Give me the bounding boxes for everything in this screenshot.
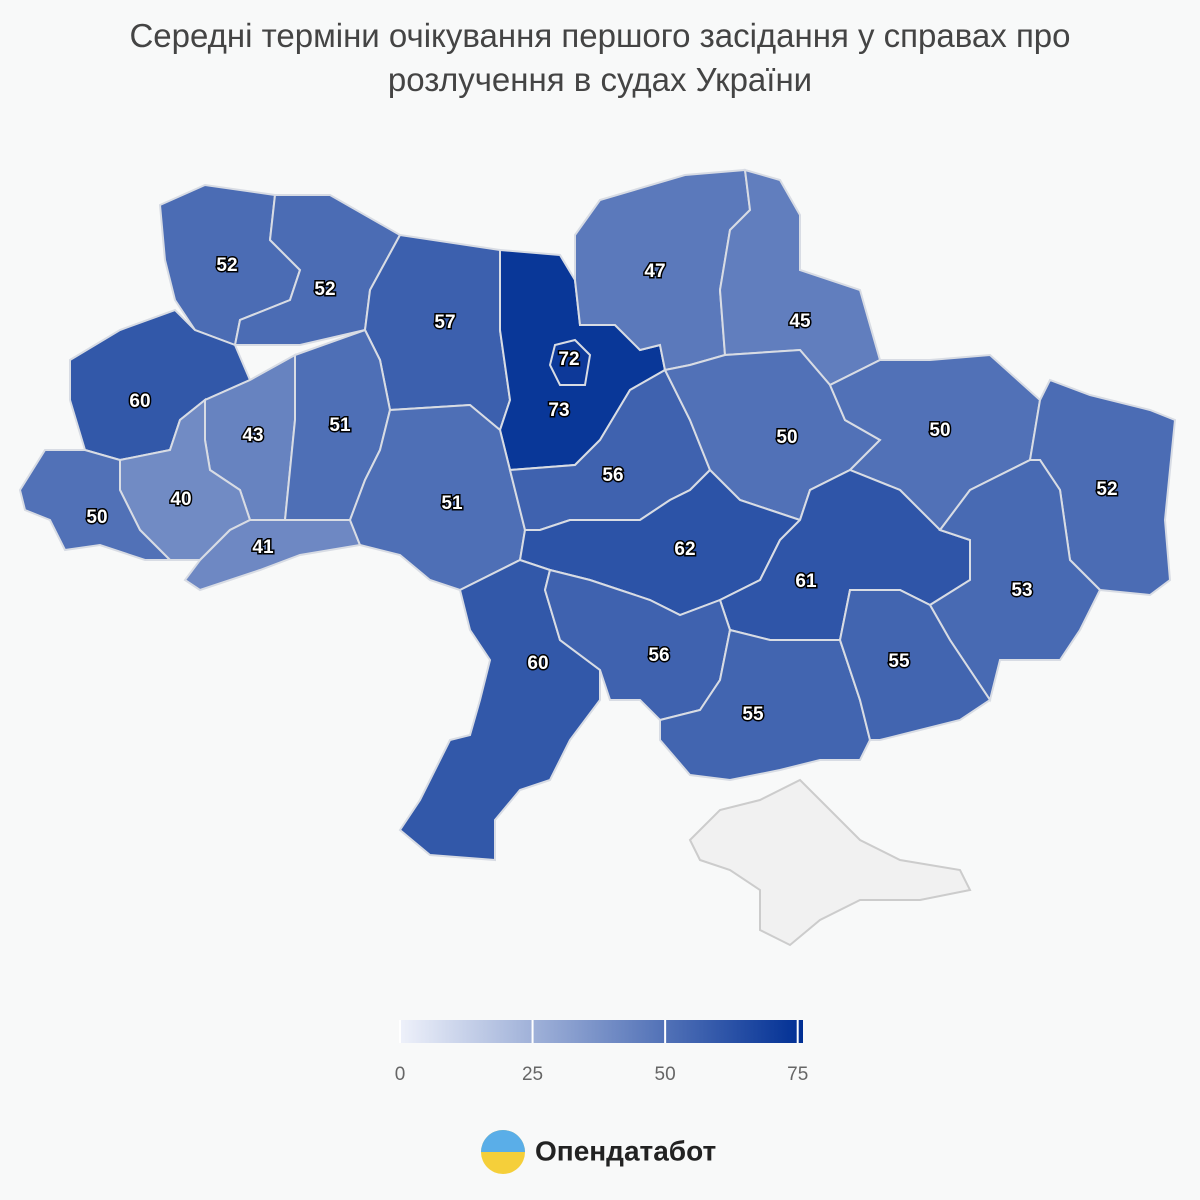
region-value: 51 [329,415,351,436]
region-value: 72 [558,349,579,370]
legend-tick-label: 75 [787,1064,808,1085]
region-value: 41 [252,537,274,558]
region-value: 50 [929,420,950,441]
legend-tick-label: 0 [395,1064,406,1085]
region [838,589,992,741]
logo-icon-top [481,1130,525,1152]
region-value: 45 [789,311,811,332]
region-value: 56 [602,465,623,486]
region-value: 52 [216,255,237,276]
region-value: 62 [674,539,695,560]
logo: Опендатабот [535,1135,716,1166]
legend-tick-label: 25 [522,1064,543,1085]
region-value: 53 [1011,580,1032,601]
region [233,194,402,346]
region-value: 51 [441,493,463,514]
region-value: 52 [314,279,335,300]
region [548,338,592,386]
title: Середні терміни очікування першого засід… [129,17,1071,98]
region-value: 47 [644,261,665,282]
region-value: 43 [242,425,263,446]
region-value: 61 [795,571,817,592]
region-value: 60 [527,653,548,674]
region-value: 40 [170,489,191,510]
region [18,449,173,561]
region-value: 50 [86,507,107,528]
legend-bar [400,1020,803,1043]
legend-tick-label: 50 [655,1064,676,1085]
region [928,459,1102,703]
region-value: 55 [742,704,764,725]
region-value: 57 [434,312,455,333]
crimea [688,778,972,947]
region-value: 50 [776,427,797,448]
region-value: 56 [648,645,669,666]
region-value: 55 [888,651,910,672]
region-value: 73 [548,400,569,421]
region-value: 60 [129,391,150,412]
region-value: 52 [1096,479,1117,500]
